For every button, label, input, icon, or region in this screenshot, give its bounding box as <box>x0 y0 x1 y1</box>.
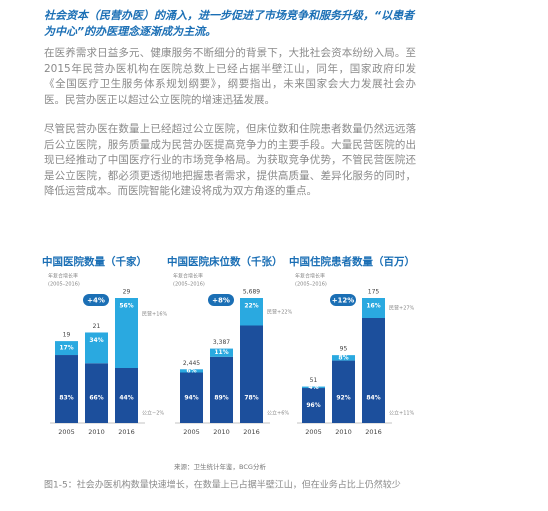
series-cagr: 民营+22% <box>267 308 293 315</box>
chart-subtitle: (2005–2016) <box>48 282 80 288</box>
paragraph: 尽管民营办医在数量上已经超过公立医院，但床位数和住院患者数量仍然远远落后公立医院… <box>44 123 416 197</box>
chart-title: 中国医院床位数（千张） <box>167 255 283 268</box>
segment-label: 94% <box>184 395 198 402</box>
chart-subtitle: 年复合增长率 <box>173 273 203 280</box>
cagr-badge-label: +4% <box>87 297 105 305</box>
segment-label: 83% <box>59 395 73 402</box>
total-label: 3,387 <box>213 339 230 346</box>
total-label: 29 <box>123 289 131 296</box>
segment-label: 16% <box>366 303 380 310</box>
cagr-badge-label: +12% <box>332 297 355 305</box>
bar-segment <box>240 298 263 326</box>
total-label: 51 <box>310 377 318 384</box>
caption: 图1-5：社会办医机构数量快速增长，在数量上已占据半壁江山，但在业务占比上仍然较… <box>44 479 401 491</box>
bar-segment <box>115 368 138 423</box>
cagr-badge <box>208 294 234 306</box>
x-tick-label: 2005 <box>58 428 75 436</box>
segment-label: 4% <box>308 384 318 391</box>
bar-segment <box>115 298 138 368</box>
chart-subtitle: (2005–2016) <box>173 282 205 288</box>
segment-label: 34% <box>89 337 103 344</box>
total-label: 2,445 <box>183 360 200 367</box>
series-cagr: 民营+16% <box>142 311 168 318</box>
bar-segment <box>362 318 385 423</box>
total-label: 5,689 <box>243 289 260 296</box>
segment-label: 84% <box>366 395 380 402</box>
series-cagr: 公立+6% <box>267 410 289 417</box>
bar-segment <box>210 356 233 423</box>
x-tick-label: 2016 <box>365 428 382 436</box>
chart-subtitle: 年复合增长率 <box>48 273 78 280</box>
heading: 社会资本（民营办医）的涌入，进一步促进了市场竞争和服务升级，“以患者为中心”的办… <box>44 9 415 38</box>
segment-label: 44% <box>119 395 133 402</box>
x-tick-label: 2016 <box>243 428 260 436</box>
cagr-badge <box>83 294 109 306</box>
segment-label: 92% <box>336 395 350 402</box>
x-tick-label: 2005 <box>305 428 322 436</box>
cagr-badge-label: +8% <box>212 297 230 305</box>
bar-segment <box>55 355 78 423</box>
bar-segment <box>210 348 233 357</box>
chart-title: 中国医院数量（千家） <box>42 255 147 268</box>
bar-segment <box>332 360 355 423</box>
total-label: 19 <box>63 332 71 339</box>
segment-label: 89% <box>214 395 228 402</box>
x-tick-label: 2010 <box>88 428 105 436</box>
segment-label: 17% <box>59 345 73 352</box>
x-tick-label: 2010 <box>213 428 230 436</box>
x-tick-label: 2005 <box>183 428 200 436</box>
chart-title: 中国住院患者数量（百万） <box>289 255 415 268</box>
bar-segment <box>85 332 108 364</box>
total-label: 95 <box>340 346 348 353</box>
bar-segment <box>362 298 385 318</box>
source: 来源：卫生统计年鉴，BCG分析 <box>174 462 266 471</box>
paragraph: 在医养需求日益多元、健康服务不断细分的背景下，大批社会资本纷纷入局。至2015年… <box>44 47 416 106</box>
chart-subtitle: 年复合增长率 <box>295 273 325 280</box>
series-cagr: 民营+27% <box>389 305 415 312</box>
bar-segment <box>180 369 203 373</box>
bar-segment <box>55 341 78 356</box>
segment-label: 96% <box>306 402 320 409</box>
x-tick-label: 2010 <box>335 428 352 436</box>
x-tick-label: 2016 <box>118 428 135 436</box>
series-cagr: 公立+11% <box>389 410 415 417</box>
bar-segment <box>332 355 355 361</box>
bar-segment <box>302 388 325 423</box>
bar-segment <box>240 325 263 423</box>
bar-segment <box>180 372 203 423</box>
total-label: 21 <box>93 323 101 330</box>
bar-segment <box>302 386 325 389</box>
segment-label: 6% <box>186 367 196 374</box>
bar-segment <box>85 363 108 423</box>
segment-label: 11% <box>214 349 228 356</box>
segment-label: 22% <box>244 303 258 310</box>
segment-label: 66% <box>89 395 103 402</box>
segment-label: 56% <box>119 303 133 310</box>
segment-label: 78% <box>244 395 258 402</box>
total-label: 175 <box>368 289 380 296</box>
series-cagr: 公立−2% <box>142 410 164 417</box>
segment-label: 8% <box>338 354 348 361</box>
chart-subtitle: (2005–2016) <box>295 282 327 288</box>
cagr-badge <box>330 294 356 306</box>
